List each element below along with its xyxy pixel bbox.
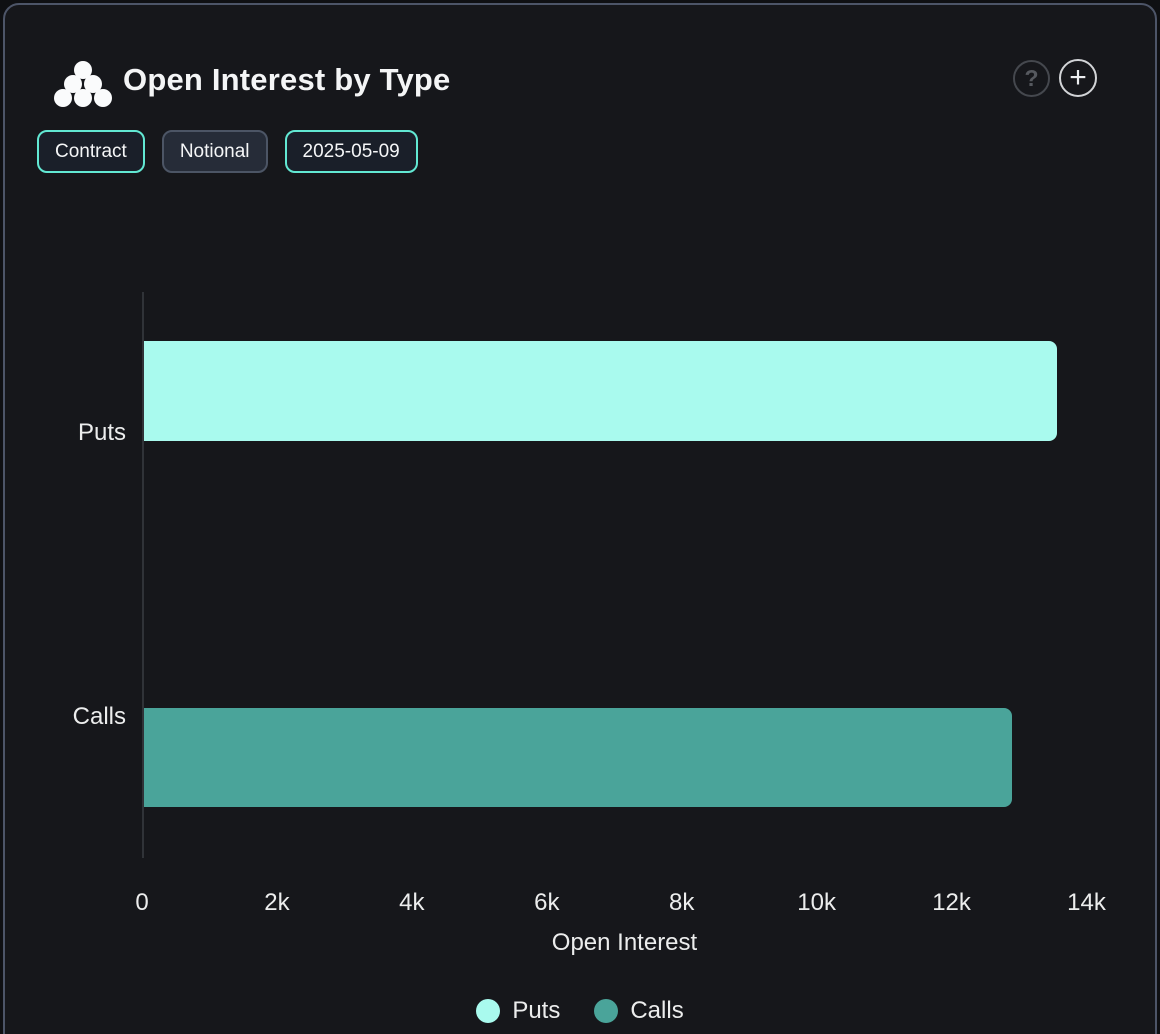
x-tick-label: 6k xyxy=(534,889,560,916)
date-selector[interactable]: 2025-05-09 xyxy=(284,130,418,173)
bar-puts xyxy=(144,341,1057,441)
legend-dot-icon xyxy=(476,999,501,1023)
legend-label: Puts xyxy=(512,997,561,1024)
x-axis-ticks: 0 2k 4k 6k 8k 10k 12k 14k xyxy=(0,889,1160,921)
x-tick-label: 12k xyxy=(932,889,971,916)
help-button[interactable]: ? xyxy=(1013,60,1050,97)
bar-calls xyxy=(144,708,1012,807)
x-axis-title: Open Interest xyxy=(551,929,698,956)
y-tick-calls: Calls xyxy=(72,703,126,730)
open-interest-card xyxy=(3,3,1157,1034)
x-tick-label: 8k xyxy=(669,889,695,916)
legend-item-puts[interactable]: Puts xyxy=(476,997,560,1025)
dots-pyramid-logo-icon xyxy=(54,60,112,108)
toggle-contract[interactable]: Contract xyxy=(37,130,145,173)
y-axis-line xyxy=(142,292,144,858)
x-tick-label: 14k xyxy=(1067,889,1106,916)
add-button[interactable]: + xyxy=(1059,59,1097,97)
question-icon: ? xyxy=(1024,65,1039,91)
chart-legend: Puts Calls xyxy=(0,997,1160,1025)
x-tick-label: 0 xyxy=(135,889,149,916)
plus-icon: + xyxy=(1069,61,1087,94)
y-tick-puts: Puts xyxy=(77,419,126,446)
x-tick-label: 10k xyxy=(797,889,836,916)
toggle-notional[interactable]: Notional xyxy=(161,130,268,173)
legend-item-calls[interactable]: Calls xyxy=(594,997,684,1025)
legend-label: Calls xyxy=(630,997,684,1024)
page-title: Open Interest by Type xyxy=(123,62,451,97)
legend-dot-icon xyxy=(594,999,619,1023)
x-tick-label: 2k xyxy=(264,889,290,916)
toolbar: Contract Notional 2025-05-09 xyxy=(37,130,418,173)
x-tick-label: 4k xyxy=(399,889,425,916)
